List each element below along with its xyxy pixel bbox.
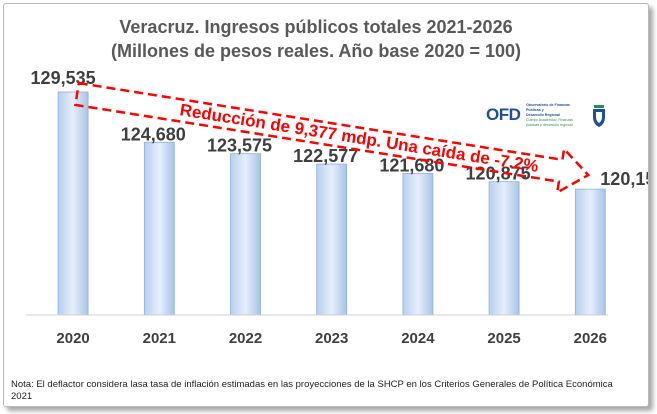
- x-tick-label: 2020: [56, 330, 89, 347]
- bar-2024: [402, 172, 434, 316]
- ofd-logo: OFD Observatorio de Finanzas Públicas y …: [486, 102, 618, 136]
- x-tick-label: 2025: [487, 330, 520, 347]
- bar-2026: [574, 188, 606, 316]
- footnote: Nota: El deflactor considera lasa tasa d…: [11, 379, 613, 402]
- bar-2021: [143, 141, 175, 316]
- logo-caption: Observatorio de Finanzas Públicas y Desa…: [526, 103, 584, 128]
- chart-subtitle: (Millones de pesos reales. Año base 2020…: [111, 41, 521, 61]
- decline-arrow: [73, 81, 591, 195]
- x-tick-label: 2023: [315, 330, 348, 347]
- logo-line: Cuerpo Académico: Finanzas públicas y de…: [526, 118, 573, 127]
- bar-2020: [57, 91, 89, 316]
- value-label: 124,680: [121, 124, 186, 144]
- logo-acronym: OFD: [486, 105, 521, 124]
- bar-chart: Veracruz. Ingresos públicos totales 2021…: [26, 17, 648, 347]
- chart-title: Veracruz. Ingresos públicos totales 2021…: [119, 17, 512, 37]
- x-tick-label: 2022: [229, 330, 262, 347]
- x-tick-label: 2024: [401, 330, 435, 347]
- value-label: 123,575: [207, 136, 272, 156]
- logo-line: Desarrollo Regional: [526, 113, 560, 117]
- bar-2023: [316, 163, 348, 316]
- decline-arrow-outline: [73, 81, 591, 195]
- value-label: 120,158: [600, 169, 648, 189]
- x-tick-label: 2026: [574, 330, 607, 347]
- logo-line: Observatorio de Finanzas Públicas y: [526, 103, 570, 112]
- bar-2022: [230, 153, 261, 316]
- bar-2025: [488, 181, 520, 316]
- x-tick-label: 2021: [143, 330, 176, 347]
- university-seal-icon: [593, 105, 605, 127]
- value-label: 122,577: [293, 146, 358, 166]
- chart-frame: Veracruz. Ingresos públicos totales 2021…: [3, 3, 649, 407]
